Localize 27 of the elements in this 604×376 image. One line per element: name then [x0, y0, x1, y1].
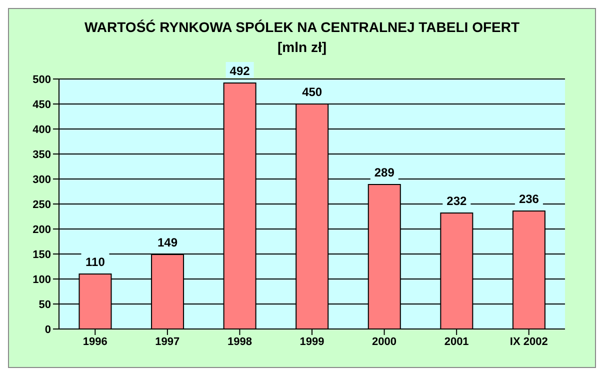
- x-tick-label: 1996: [82, 336, 108, 348]
- x-tick-label: 1999: [300, 336, 324, 348]
- data-label: 110: [86, 255, 106, 269]
- data-label: 149: [158, 236, 178, 250]
- y-tick-label: 500: [32, 74, 51, 86]
- x-tick-label: IX 2002: [510, 336, 548, 348]
- data-label: 492: [230, 64, 250, 78]
- y-tick-label: 50: [38, 298, 51, 311]
- y-tick-label: 150: [32, 248, 51, 261]
- y-tick-label: 350: [32, 148, 51, 161]
- y-tick-label: 0: [44, 324, 51, 336]
- y-tick-label: 250: [32, 198, 51, 211]
- chart-subtitle: [mln zł]: [276, 38, 328, 57]
- data-label: 450: [302, 85, 322, 99]
- x-tick-label: 2000: [372, 336, 397, 348]
- data-label: 232: [446, 194, 467, 208]
- y-tick-label: 100: [32, 274, 51, 286]
- y-tick-label: 300: [32, 174, 51, 186]
- chart-title: WARTOŚĆ RYNKOWA SPÓLEK NA CENTRALNEJ TABELI OFERT: [83, 18, 521, 37]
- y-tick-label: 400: [32, 124, 51, 136]
- x-tick-label: 1998: [227, 336, 252, 348]
- y-tick-label: 200: [32, 224, 51, 236]
- data-label: 289: [374, 166, 395, 180]
- x-tick-label: 2001: [444, 336, 469, 348]
- x-tick-label: 1997: [155, 336, 180, 348]
- y-tick-label: 450: [32, 98, 51, 111]
- data-label: 236: [518, 192, 540, 206]
